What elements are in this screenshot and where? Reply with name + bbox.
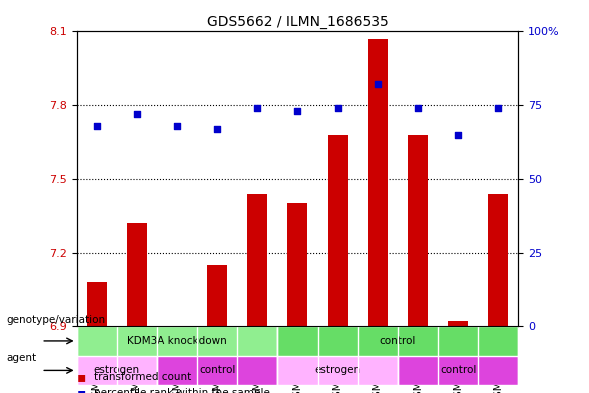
Point xyxy=(253,105,262,111)
Text: control: control xyxy=(440,365,477,375)
Bar xyxy=(368,39,388,326)
Point xyxy=(413,105,423,111)
Text: estrogen: estrogen xyxy=(94,365,140,375)
Bar xyxy=(207,265,227,326)
Text: estrogen: estrogen xyxy=(315,365,360,375)
Bar xyxy=(247,193,267,326)
Point xyxy=(132,111,141,117)
Point xyxy=(92,123,101,129)
Bar xyxy=(408,134,428,326)
Bar xyxy=(287,203,307,326)
Point xyxy=(213,125,222,132)
FancyBboxPatch shape xyxy=(157,356,277,385)
Bar xyxy=(127,223,147,326)
Bar xyxy=(327,134,348,326)
Text: ▪: ▪ xyxy=(77,370,86,384)
Text: ▪: ▪ xyxy=(77,386,86,393)
Text: control: control xyxy=(199,365,236,375)
Point xyxy=(172,123,181,129)
Text: control: control xyxy=(380,336,416,346)
Bar xyxy=(448,321,468,326)
Bar xyxy=(87,282,107,326)
FancyBboxPatch shape xyxy=(77,326,277,356)
Title: GDS5662 / ILMN_1686535: GDS5662 / ILMN_1686535 xyxy=(207,15,388,29)
Point xyxy=(293,108,302,114)
Bar xyxy=(488,193,508,326)
Text: transformed count: transformed count xyxy=(94,372,191,382)
Text: agent: agent xyxy=(6,353,36,363)
Point xyxy=(494,105,503,111)
Point xyxy=(454,131,463,138)
FancyBboxPatch shape xyxy=(398,356,518,385)
FancyBboxPatch shape xyxy=(277,326,518,356)
FancyBboxPatch shape xyxy=(277,356,398,385)
Point xyxy=(373,81,382,88)
Point xyxy=(333,105,342,111)
Text: percentile rank within the sample: percentile rank within the sample xyxy=(94,388,270,393)
Text: KDM3A knockdown: KDM3A knockdown xyxy=(127,336,227,346)
Text: genotype/variation: genotype/variation xyxy=(6,315,105,325)
FancyBboxPatch shape xyxy=(77,356,157,385)
